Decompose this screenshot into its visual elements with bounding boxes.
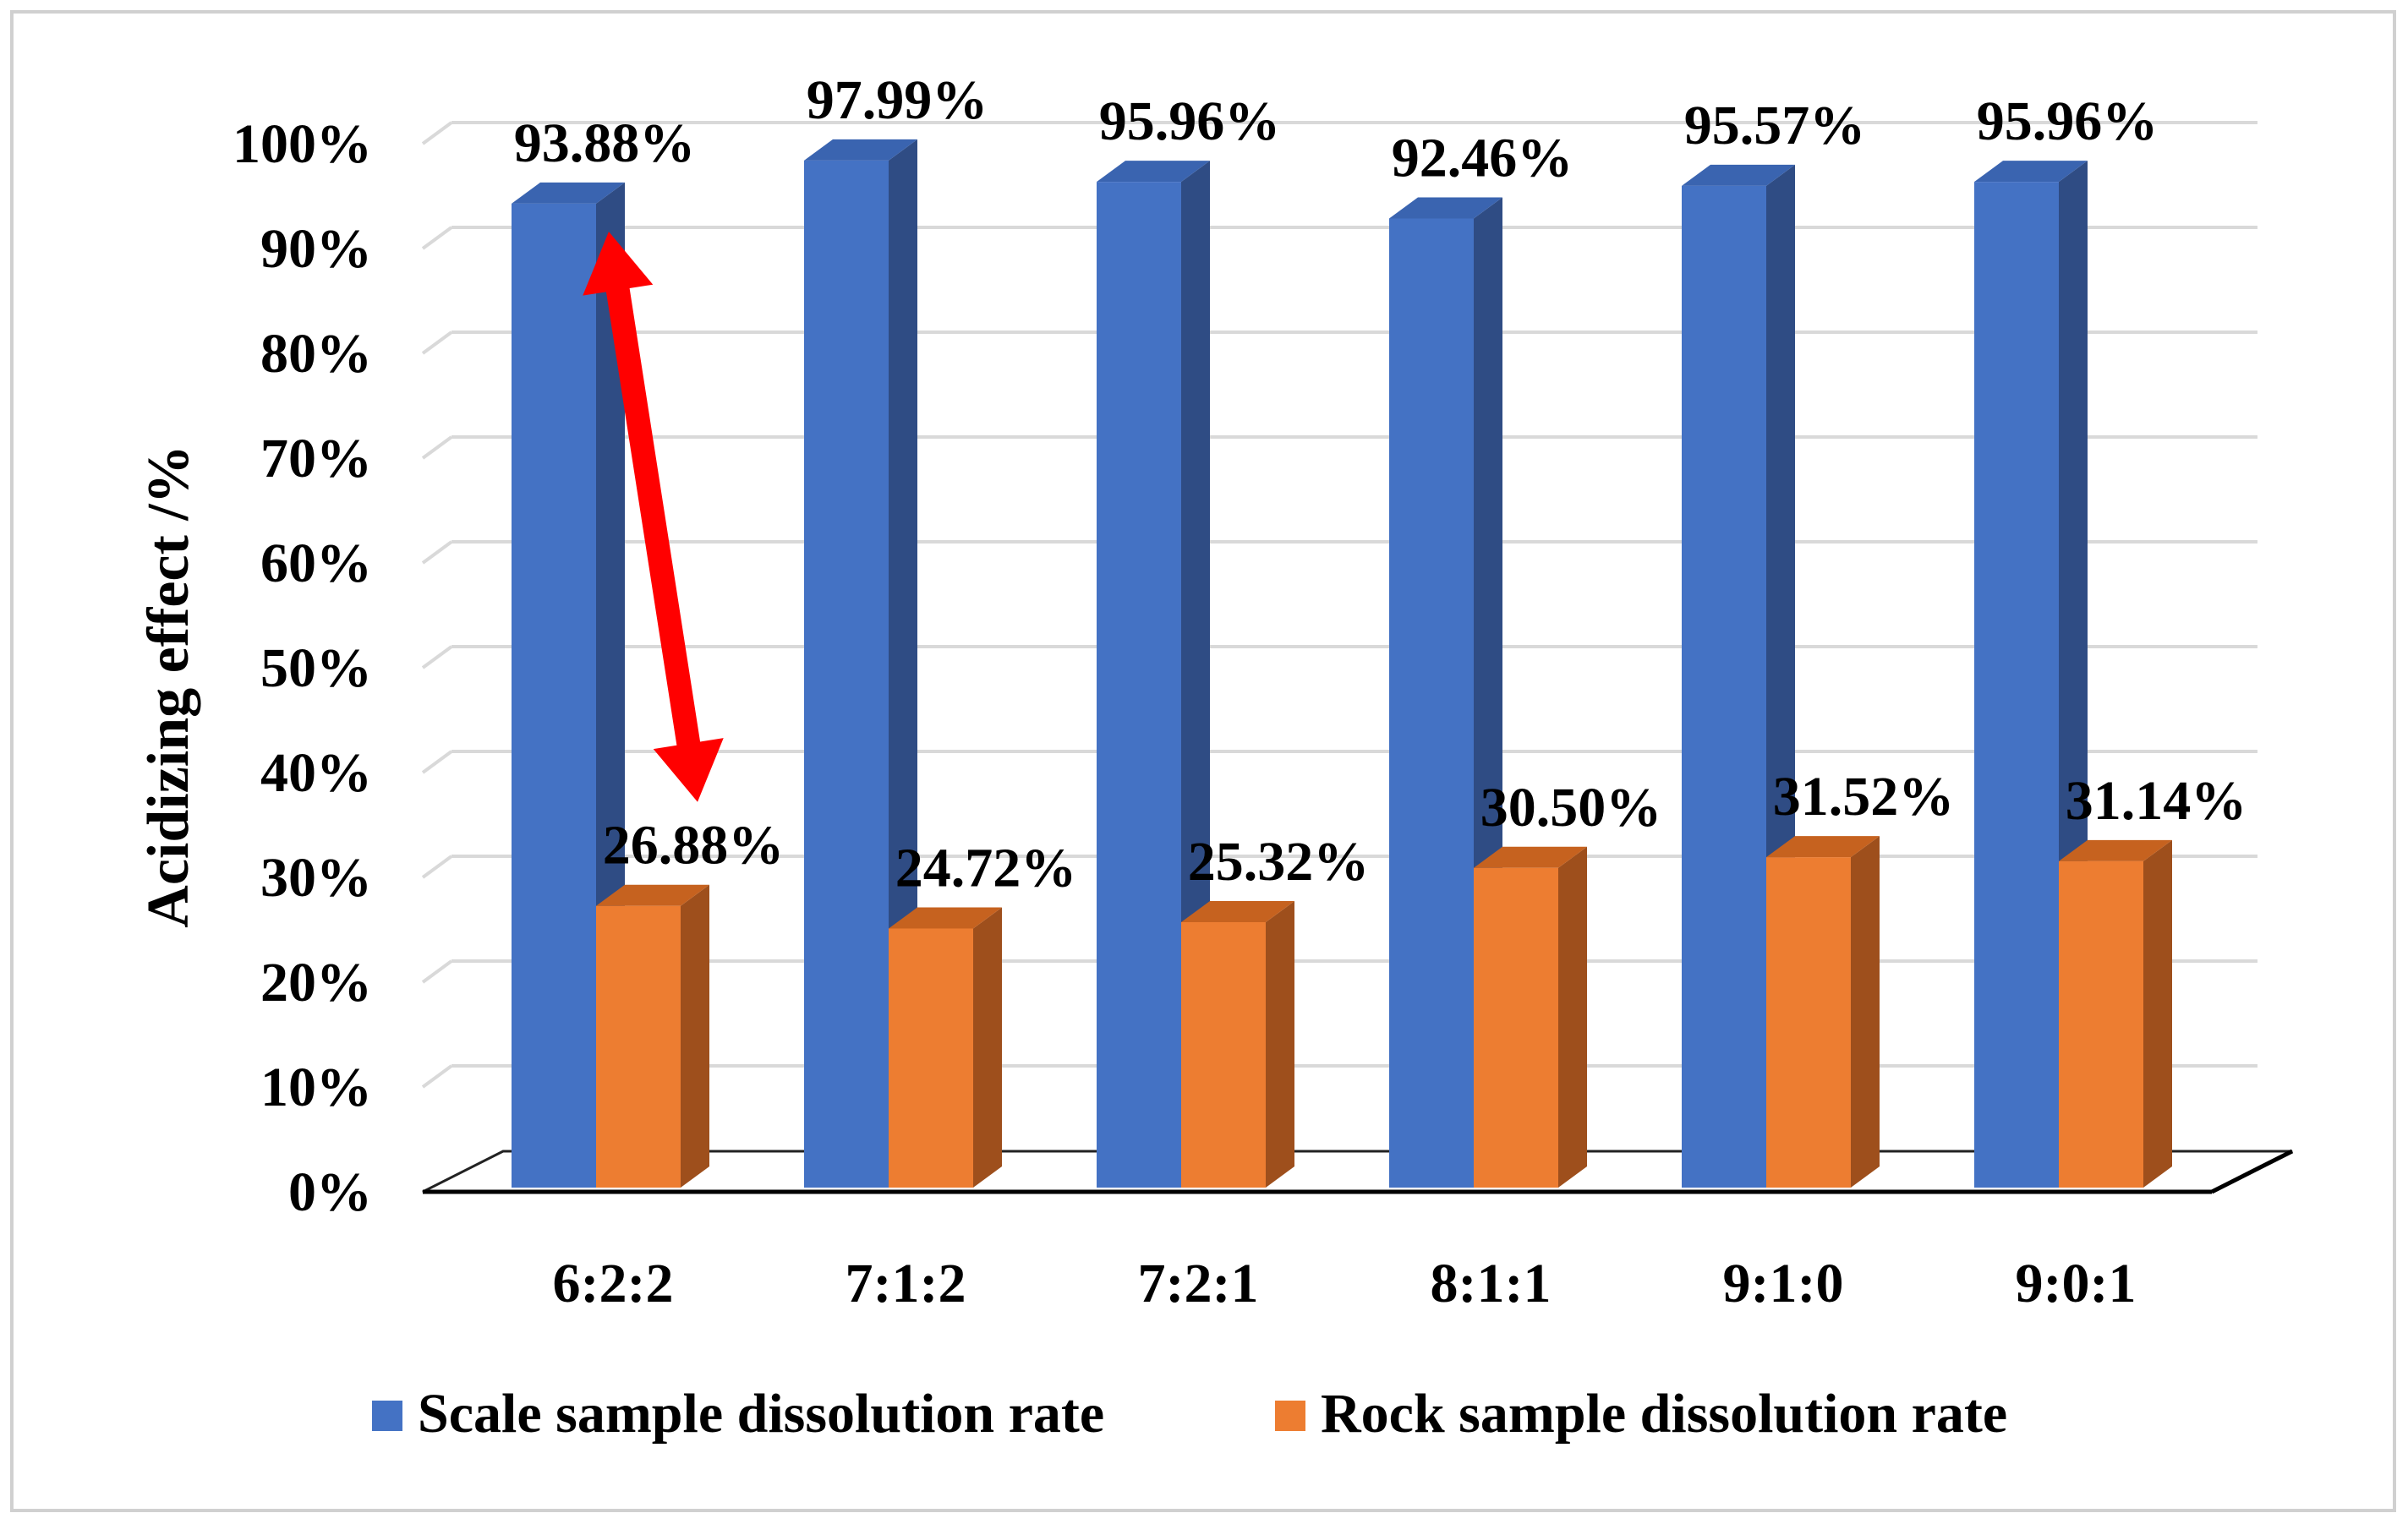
scale-data-label: 97.99% (807, 69, 988, 131)
scale-legend-label: Scale sample dissolution rate (418, 1383, 1104, 1445)
rock-bar-side (2143, 839, 2172, 1188)
annotation-arrow-shape (583, 232, 724, 802)
rock-bar-side (1266, 901, 1294, 1188)
rock-bar-side (1558, 846, 1587, 1188)
rock-bar (889, 928, 973, 1188)
y-tick-label: 50% (260, 637, 372, 699)
annotation-arrow (583, 232, 724, 802)
rock-bar (596, 905, 681, 1188)
scale-bar (804, 160, 889, 1188)
rock-bar (1474, 867, 1558, 1188)
gridline-side (421, 330, 453, 355)
scale-data-label: 95.57% (1684, 95, 1866, 156)
scale-bar (1974, 182, 2059, 1188)
rock-bar (1181, 922, 1266, 1188)
scale-bar-top (1682, 164, 1795, 186)
rock-bar-side (973, 907, 1002, 1188)
x-tick-label: 8:1:1 (1431, 1253, 1552, 1314)
gridline-side (421, 959, 453, 984)
gridline-side (421, 1064, 453, 1089)
scale-data-label: 93.88% (514, 112, 696, 174)
scale-bar-top (804, 139, 917, 161)
gridline-side (421, 750, 453, 774)
gridline-side (421, 645, 453, 669)
rock-data-label: 26.88% (603, 815, 785, 877)
scale-bar-top (512, 182, 625, 204)
rock-bar-top (1474, 846, 1587, 868)
rock-legend-label: Rock sample dissolution rate (1321, 1383, 2007, 1445)
rock-legend-swatch (1275, 1401, 1305, 1431)
rock-bar-top (889, 907, 1002, 929)
scale-bar (1097, 182, 1181, 1188)
scale-bar-top (1097, 161, 1210, 183)
rock-bar-top (596, 884, 709, 906)
scale-bar (1389, 218, 1474, 1188)
rock-data-label: 24.72% (895, 837, 1077, 899)
rock-bar (2059, 860, 2143, 1188)
rock-bar-top (1181, 901, 1294, 923)
x-tick-label: 7:2:1 (1138, 1253, 1259, 1314)
gridline-side (421, 540, 453, 565)
rock-bar-side (681, 884, 709, 1188)
y-tick-label: 10% (260, 1057, 372, 1118)
rock-bar-side (1851, 836, 1880, 1188)
y-tick-label: 30% (260, 847, 372, 909)
rock-data-label: 31.52% (1773, 766, 1955, 828)
rock-data-label: 25.32% (1188, 831, 1370, 893)
scale-legend-swatch (372, 1401, 402, 1431)
scale-bar-top (1974, 161, 2088, 183)
y-tick-label: 20% (260, 952, 372, 1013)
scale-data-label: 92.46% (1392, 127, 1573, 188)
y-tick-label: 70% (260, 428, 372, 489)
x-tick-label: 6:2:2 (553, 1253, 674, 1314)
gridline-side (421, 226, 453, 250)
rock-data-label: 31.14% (2066, 770, 2247, 832)
scale-bar-top (1389, 197, 1502, 219)
rock-bar (1766, 857, 1851, 1188)
gridline-side (421, 121, 453, 145)
y-tick-label: 0% (288, 1161, 372, 1223)
scale-bar (512, 203, 596, 1188)
scale-data-label: 95.96% (1977, 90, 2159, 152)
y-axis-title: Acidizing effect /% (136, 445, 201, 927)
y-tick-label: 100% (233, 113, 372, 175)
gridline-side (421, 435, 453, 460)
scale-bar (1682, 185, 1766, 1188)
x-tick-label: 9:0:1 (2016, 1253, 2137, 1314)
y-tick-label: 40% (260, 742, 372, 804)
y-tick-label: 60% (260, 533, 372, 594)
x-axis-line-depth (2210, 1149, 2294, 1194)
rock-bar-top (2059, 839, 2172, 861)
rock-bar-top (1766, 836, 1880, 858)
gridline-side (421, 855, 453, 879)
rock-data-label: 30.50% (1480, 777, 1662, 838)
y-tick-label: 90% (260, 218, 372, 280)
x-tick-label: 7:1:2 (846, 1253, 966, 1314)
x-tick-label: 9:1:0 (1723, 1253, 1844, 1314)
scale-data-label: 95.96% (1099, 90, 1281, 152)
y-tick-label: 80% (260, 323, 372, 385)
